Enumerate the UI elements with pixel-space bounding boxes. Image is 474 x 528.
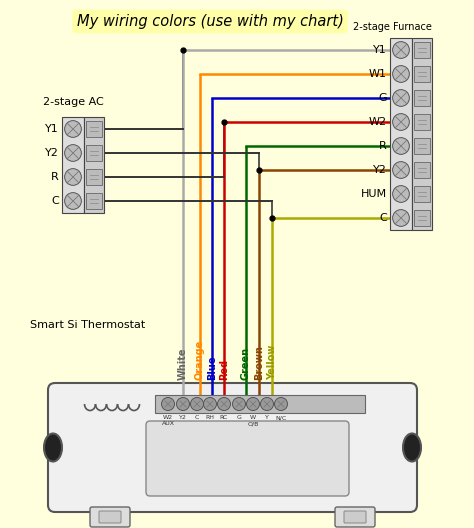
Text: C: C	[379, 213, 387, 223]
Circle shape	[162, 398, 174, 410]
Text: Y2: Y2	[373, 165, 387, 175]
Circle shape	[203, 398, 217, 410]
Circle shape	[392, 42, 410, 59]
Text: 2-stage AC: 2-stage AC	[43, 97, 103, 107]
Text: O/B: O/B	[247, 421, 259, 426]
Text: Y2: Y2	[45, 148, 59, 158]
Text: 2-stage Furnace: 2-stage Furnace	[353, 22, 432, 32]
Circle shape	[64, 120, 82, 137]
Text: C: C	[195, 415, 199, 420]
Text: Brown: Brown	[254, 345, 264, 380]
Circle shape	[392, 210, 410, 227]
Circle shape	[392, 138, 410, 154]
Circle shape	[274, 398, 288, 410]
Text: Y: Y	[265, 415, 269, 420]
Circle shape	[233, 398, 246, 410]
Text: RC: RC	[220, 415, 228, 420]
Bar	[414, 115, 429, 130]
Ellipse shape	[44, 433, 62, 461]
Text: W: W	[250, 415, 256, 420]
FancyBboxPatch shape	[344, 511, 366, 523]
Bar	[390, 38, 412, 230]
Text: Smart Si Thermostat: Smart Si Thermostat	[30, 320, 145, 330]
Text: C: C	[51, 196, 59, 206]
Text: Red: Red	[219, 359, 229, 380]
Circle shape	[246, 398, 259, 410]
Text: HUM: HUM	[361, 189, 387, 199]
Text: N/C: N/C	[275, 415, 287, 420]
Circle shape	[218, 398, 230, 410]
FancyBboxPatch shape	[90, 507, 130, 527]
Circle shape	[191, 398, 203, 410]
Circle shape	[392, 90, 410, 106]
Bar	[412, 38, 432, 230]
Bar	[414, 67, 429, 82]
Text: W2: W2	[163, 415, 173, 420]
Bar	[414, 162, 429, 178]
Text: W1: W1	[369, 69, 387, 79]
Circle shape	[392, 65, 410, 82]
Text: RH: RH	[206, 415, 215, 420]
Bar	[86, 193, 101, 209]
Bar	[414, 138, 429, 154]
Bar	[414, 210, 429, 225]
Bar	[86, 169, 101, 185]
Bar	[84, 117, 104, 213]
Text: W2: W2	[369, 117, 387, 127]
Text: G: G	[237, 415, 241, 420]
Text: R: R	[379, 141, 387, 151]
Text: Yellow: Yellow	[267, 345, 277, 380]
Circle shape	[392, 186, 410, 202]
Circle shape	[64, 145, 82, 162]
Bar	[62, 117, 84, 213]
Bar	[414, 42, 429, 58]
FancyBboxPatch shape	[335, 507, 375, 527]
FancyBboxPatch shape	[48, 383, 417, 512]
Text: White: White	[178, 347, 188, 380]
Text: Y1: Y1	[373, 45, 387, 55]
Circle shape	[261, 398, 273, 410]
Text: Y2: Y2	[179, 415, 187, 420]
Bar	[414, 90, 429, 106]
Text: Green: Green	[241, 347, 251, 380]
Text: G: G	[378, 93, 387, 103]
Text: Y1: Y1	[45, 124, 59, 134]
Text: Blue: Blue	[207, 355, 217, 380]
Circle shape	[392, 162, 410, 178]
Circle shape	[392, 114, 410, 130]
Circle shape	[64, 193, 82, 210]
FancyBboxPatch shape	[146, 421, 349, 496]
Circle shape	[176, 398, 190, 410]
Bar	[86, 121, 101, 137]
Text: Orange: Orange	[195, 340, 205, 380]
Bar	[86, 145, 101, 161]
Bar	[155, 395, 365, 413]
FancyBboxPatch shape	[99, 511, 121, 523]
Ellipse shape	[403, 433, 421, 461]
Text: AUX: AUX	[162, 421, 174, 426]
Text: R: R	[51, 172, 59, 182]
Circle shape	[64, 168, 82, 185]
Text: My wiring colors (use with my chart): My wiring colors (use with my chart)	[77, 14, 344, 29]
Bar	[414, 186, 429, 202]
